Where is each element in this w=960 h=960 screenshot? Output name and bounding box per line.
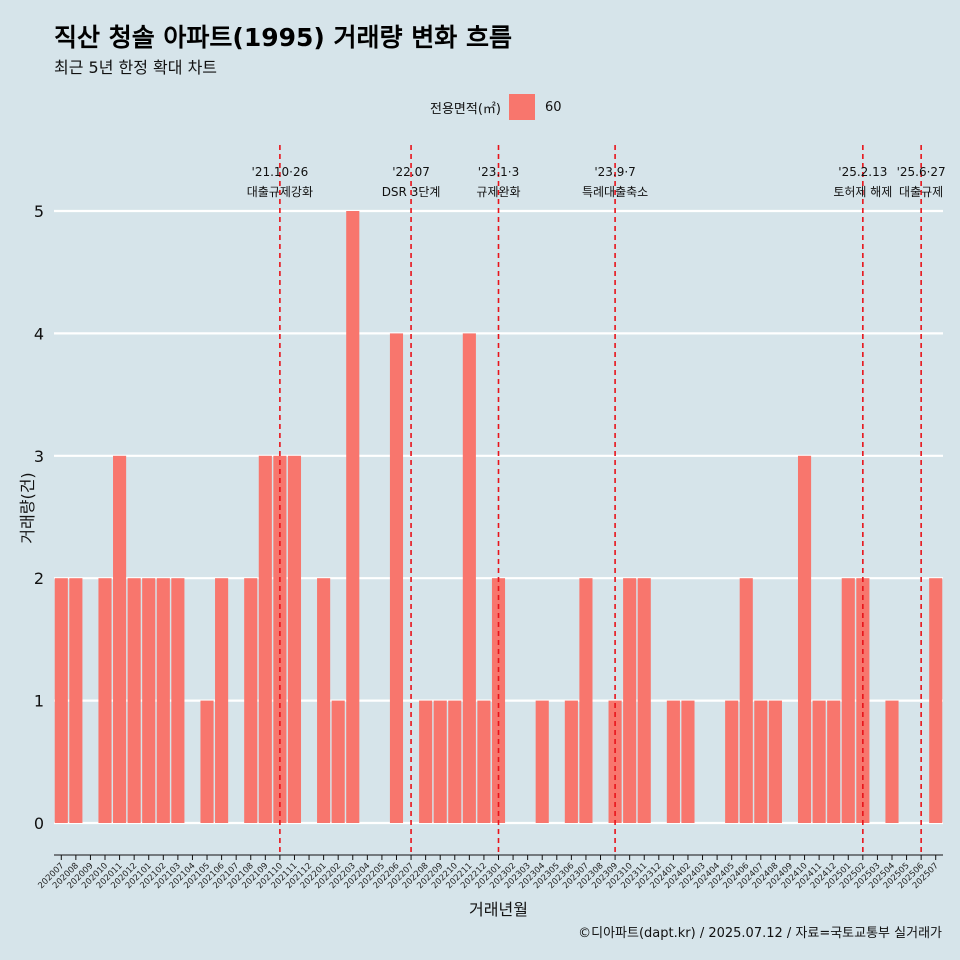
bar [244,578,258,823]
bar [623,578,637,823]
bar [171,578,185,823]
bar [564,700,578,823]
bar [841,578,855,823]
bar [768,700,782,823]
bar [142,578,156,823]
bar [127,578,141,823]
bar [739,578,753,823]
legend-swatch [508,94,535,120]
event-date-label: '23.1·3 [478,165,519,179]
bar [885,700,899,823]
y-axis-title: 거래량(건) [18,472,37,543]
bar [681,700,695,823]
bar [477,700,491,823]
caption: ©디아파트(dapt.kr) / 2025.07.12 / 자료=국토교통부 실… [578,926,942,941]
event-date-label: '23.9·7 [594,165,635,179]
event-name-label: DSR 3단계 [382,185,441,199]
event-date-label: '25.2.13 [838,165,887,179]
legend: 전용면적(㎡) 60 [430,94,562,120]
bar [258,455,272,823]
event-name-label: 대출규제강화 [247,185,313,199]
bar [215,578,229,823]
bar [331,700,345,823]
bar [200,700,214,823]
bar [666,700,680,823]
bar [637,578,651,823]
bar [317,578,331,823]
bar [69,578,83,823]
y-tick-label: 5 [34,202,44,221]
bar [113,455,127,823]
chart-title: 직산 청솔 아파트(1995) 거래량 변화 흐름 [54,23,512,52]
bar [725,700,739,823]
y-tick-label: 4 [34,324,44,343]
y-tick-label: 3 [34,447,44,466]
legend-entry: 60 [544,99,562,115]
bar [754,700,768,823]
bar [462,333,476,823]
event-name-label: 특례대출축소 [582,185,648,199]
bar [98,578,112,823]
bar [812,700,826,823]
bar [929,578,943,823]
event-name-label: 토허제 해제 [833,185,892,199]
event-date-label: '22.07 [392,165,430,179]
bar [797,455,812,823]
chart-subtitle: 최근 5년 한정 확대 차트 [54,58,218,77]
bar [491,578,506,823]
bar [346,211,360,823]
bar [535,700,549,823]
bar [287,455,302,823]
bar [448,700,462,823]
bar [389,333,404,823]
event-date-label: '25.6·27 [897,165,946,179]
bar [827,700,841,823]
event-name-label: 대출규제 [899,185,943,199]
bar [856,578,870,823]
y-tick-label: 2 [34,569,44,588]
y-tick-label: 1 [34,692,44,711]
event-name-label: 규제완화 [476,185,520,199]
bar [54,578,68,823]
x-axis-title: 거래년월 [469,900,528,919]
event-date-label: '21.10·26 [252,165,309,179]
bar [273,455,287,823]
bar [419,700,433,823]
bar [156,578,170,823]
legend-title: 전용면적(㎡) [430,101,501,117]
y-tick-label: 0 [34,814,44,833]
bar [433,700,447,823]
bar [579,578,593,823]
